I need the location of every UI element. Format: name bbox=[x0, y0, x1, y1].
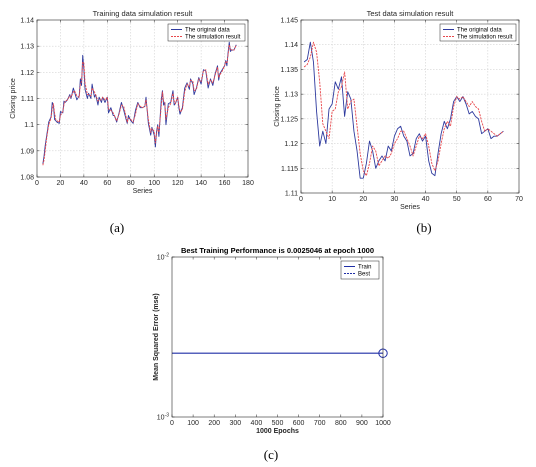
x-tick-label: 30 bbox=[391, 196, 399, 203]
chart-title: Test data simulation result bbox=[367, 9, 455, 18]
x-tick-label: 600 bbox=[293, 420, 305, 427]
y-tick-label: 1.08 bbox=[20, 175, 34, 182]
y-tick-label: 1.09 bbox=[20, 148, 34, 155]
x-tick-label: 200 bbox=[208, 420, 220, 427]
x-tick-label: 1000 bbox=[375, 420, 391, 427]
y-tick-label-exponent: -3 bbox=[165, 413, 170, 419]
legend-box bbox=[167, 23, 246, 42]
figure-caption: (a) bbox=[110, 220, 124, 235]
y-tick-label: 10-2 bbox=[157, 253, 169, 262]
x-tick-label: 100 bbox=[187, 420, 199, 427]
figure-caption: (b) bbox=[416, 220, 431, 235]
series-line-2 bbox=[303, 41, 504, 177]
x-tick-label: 70 bbox=[515, 196, 523, 203]
y-axis-label: Closing price bbox=[10, 78, 17, 119]
x-tick-label: 0 bbox=[299, 196, 303, 203]
x-tick-label: 300 bbox=[229, 420, 241, 427]
x-tick-label: 180 bbox=[242, 180, 254, 187]
x-tick-label: 120 bbox=[172, 180, 184, 187]
series-line-2 bbox=[42, 44, 237, 166]
y-tick-label: 1.12 bbox=[284, 141, 298, 148]
chart-title: Training data simulation result bbox=[93, 9, 194, 18]
x-tick-label: 800 bbox=[335, 420, 347, 427]
y-tick-label: 1.14 bbox=[20, 18, 34, 25]
legend-box bbox=[340, 260, 380, 280]
y-tick-label-exponent: -2 bbox=[165, 253, 170, 259]
y-tick-label: 1.125 bbox=[280, 116, 298, 123]
x-tick-label: 20 bbox=[359, 196, 367, 203]
axes-frame bbox=[300, 19, 520, 194]
figure-caption: (c) bbox=[264, 447, 278, 462]
y-tick-label: 1.145 bbox=[280, 18, 298, 25]
y-tick-label: 1.135 bbox=[280, 67, 298, 74]
legend-label-1: Train bbox=[358, 265, 371, 271]
chart-panel-3: 0 100 200 300 400 500 600 700 800 900 100010-310-2… bbox=[153, 246, 391, 462]
x-tick-label: 900 bbox=[356, 420, 368, 427]
y-tick-label: 10-3 bbox=[157, 413, 169, 422]
x-tick-label: 60 bbox=[484, 196, 492, 203]
x-tick-label: 160 bbox=[219, 180, 231, 187]
y-tick-label: 1.13 bbox=[284, 92, 298, 99]
y-tick-label: 1.13 bbox=[20, 44, 34, 51]
x-tick-label: 0 bbox=[35, 180, 39, 187]
x-tick-label: 100 bbox=[148, 180, 160, 187]
legend-box bbox=[439, 23, 517, 42]
x-tick-label: 10 bbox=[328, 196, 336, 203]
y-tick-label: 1.1 bbox=[24, 122, 34, 129]
x-axis-label: 1000 Epochs bbox=[256, 428, 299, 435]
x-tick-label: 700 bbox=[314, 420, 326, 427]
x-tick-label: 50 bbox=[453, 196, 461, 203]
y-tick-label: 1.14 bbox=[284, 42, 298, 49]
x-tick-label: 0 bbox=[170, 420, 174, 427]
plot-area bbox=[301, 20, 519, 193]
y-tick-label: 1.11 bbox=[21, 96, 34, 103]
plot-area bbox=[172, 257, 383, 417]
x-axis-label: Series bbox=[400, 204, 420, 211]
x-tick-label: 40 bbox=[80, 180, 88, 187]
y-tick-label-base: 10 bbox=[157, 415, 165, 422]
chart-panel-2: 0 10 20 30 40 50 60 70 1.11 1.115 1.12 1.125 1.13 1.1… bbox=[274, 9, 523, 235]
chart-title: Best Training Performance is 0.0025046 a… bbox=[181, 246, 374, 255]
x-tick-label: 60 bbox=[103, 180, 111, 187]
x-tick-label: 20 bbox=[57, 180, 65, 187]
x-tick-label: 140 bbox=[195, 180, 207, 187]
legend-label-2: The simulation result bbox=[457, 35, 513, 41]
y-tick-label: 1.12 bbox=[20, 70, 34, 77]
y-axis-label: Mean Squared Error (mse) bbox=[153, 293, 160, 381]
x-tick-label: 80 bbox=[127, 180, 135, 187]
legend-label-1: The original data bbox=[457, 28, 502, 34]
legend-label-1: The original data bbox=[185, 28, 230, 34]
x-tick-label: 500 bbox=[272, 420, 284, 427]
y-axis-label: Closing price bbox=[274, 86, 281, 127]
legend-label-2: Best bbox=[358, 272, 370, 278]
y-tick-label: 1.11 bbox=[285, 191, 298, 198]
y-tick-label: 1.115 bbox=[281, 166, 298, 173]
series-line-1 bbox=[303, 41, 504, 179]
x-tick-label: 40 bbox=[422, 196, 430, 203]
x-tick-label: 400 bbox=[251, 420, 263, 427]
legend-label-2: The simulation result bbox=[185, 35, 241, 41]
x-axis-label: Series bbox=[133, 188, 153, 195]
y-tick-label-base: 10 bbox=[157, 255, 165, 262]
chart-panel-1: 0 20 40 60 80 100 120 140 160 180 1.08 1.09 1.1 1.11 1… bbox=[10, 9, 254, 235]
